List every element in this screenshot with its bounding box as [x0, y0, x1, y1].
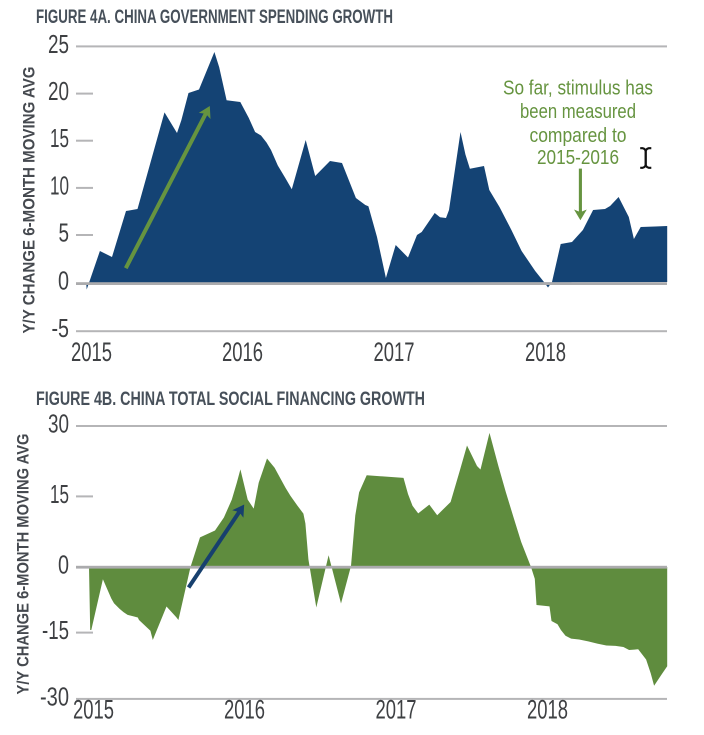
svg-text:2016: 2016 — [222, 337, 263, 367]
svg-text:10: 10 — [50, 172, 69, 200]
svg-text:0: 0 — [58, 268, 69, 296]
svg-text:-5: -5 — [52, 315, 70, 343]
svg-text:2018: 2018 — [525, 337, 566, 367]
svg-text:2015: 2015 — [73, 695, 114, 725]
svg-text:5: 5 — [59, 220, 70, 248]
svg-text:FIGURE 4A. CHINA GOVERNMENT SP: FIGURE 4A. CHINA GOVERNMENT SPENDING GRO… — [36, 6, 393, 28]
svg-text:Y/Y CHANGE 6-MONTH MOVING AVG: Y/Y CHANGE 6-MONTH MOVING AVG — [20, 67, 39, 334]
svg-text:been measured: been measured — [520, 100, 636, 123]
svg-text:So far, stimulus has: So far, stimulus has — [503, 76, 653, 99]
svg-text:0: 0 — [58, 551, 69, 579]
svg-text:2015-2016: 2015-2016 — [537, 146, 619, 169]
svg-text:FIGURE 4B. CHINA TOTAL SOCIAL: FIGURE 4B. CHINA TOTAL SOCIAL FINANCING … — [36, 388, 425, 410]
svg-text:25: 25 — [48, 31, 69, 59]
svg-text:15: 15 — [50, 481, 69, 509]
svg-text:compared to: compared to — [530, 124, 627, 147]
svg-text:2016: 2016 — [224, 695, 265, 725]
svg-text:Y/Y CHANGE 6-MONTH MOVING AVG: Y/Y CHANGE 6-MONTH MOVING AVG — [14, 434, 33, 695]
svg-text:-15: -15 — [42, 617, 69, 645]
svg-text:2015: 2015 — [71, 337, 112, 367]
svg-text:2017: 2017 — [376, 695, 417, 725]
svg-text:2017: 2017 — [374, 337, 415, 367]
svg-text:2018: 2018 — [527, 695, 568, 725]
svg-text:30: 30 — [48, 411, 69, 439]
svg-text:-30: -30 — [40, 683, 69, 711]
svg-text:15: 15 — [50, 125, 69, 153]
svg-text:20: 20 — [48, 78, 69, 106]
